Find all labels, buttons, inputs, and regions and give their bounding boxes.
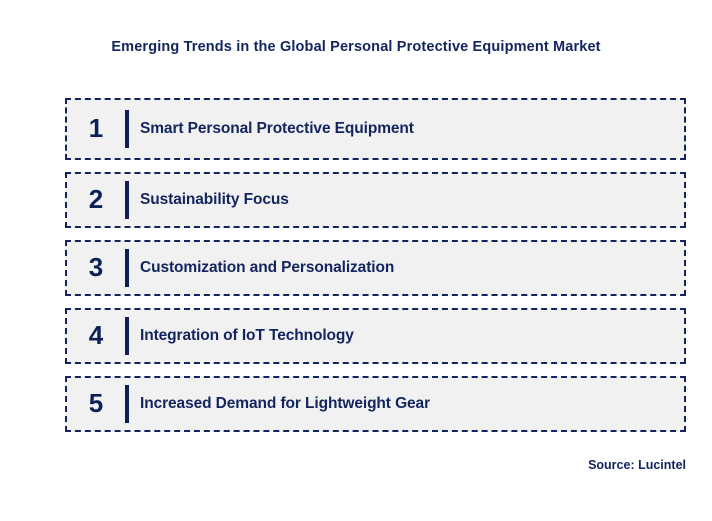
trend-label: Increased Demand for Lightweight Gear xyxy=(140,395,430,412)
vertical-divider-bar xyxy=(125,385,129,423)
list-item: 2 Sustainability Focus xyxy=(65,172,686,228)
trend-label: Integration of IoT Technology xyxy=(140,327,354,344)
trend-list: 1 Smart Personal Protective Equipment 2 … xyxy=(65,98,686,444)
trend-rank: 1 xyxy=(88,113,104,143)
source-attribution: Source: Lucintel xyxy=(588,458,686,472)
vertical-divider-bar xyxy=(125,249,129,287)
list-item: 4 Integration of IoT Technology xyxy=(65,308,686,364)
vertical-divider-bar xyxy=(125,181,129,219)
trend-rank: 2 xyxy=(88,184,104,214)
list-item: 5 Increased Demand for Lightweight Gear xyxy=(65,376,686,432)
trend-rank: 3 xyxy=(88,252,104,282)
trend-rank: 5 xyxy=(88,388,104,418)
trend-label: Sustainability Focus xyxy=(140,191,289,208)
list-item: 3 Customization and Personalization xyxy=(65,240,686,296)
trend-rank: 4 xyxy=(88,320,104,350)
trend-label: Smart Personal Protective Equipment xyxy=(140,120,414,137)
vertical-divider-bar xyxy=(125,110,129,148)
list-item: 1 Smart Personal Protective Equipment xyxy=(65,98,686,160)
page-title: Emerging Trends in the Global Personal P… xyxy=(111,39,601,55)
trend-label: Customization and Personalization xyxy=(140,259,395,276)
vertical-divider-bar xyxy=(125,317,129,355)
